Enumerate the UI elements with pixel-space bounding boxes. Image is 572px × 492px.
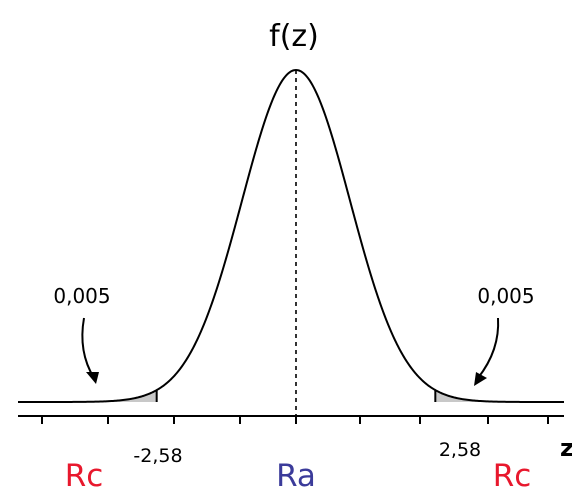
- right-tail-shaded-area: [435, 389, 564, 402]
- region-label-acceptance: Ra: [276, 458, 316, 492]
- tail-area-arrow-right: [477, 317, 500, 379]
- density-curve: [18, 68, 564, 403]
- tail-area-arrow-left: [81, 317, 95, 379]
- region-label-critical-right: Rc: [493, 458, 532, 492]
- critical-value-label-right: 2,58: [439, 439, 481, 461]
- critical-value-label-left: -2,58: [133, 445, 182, 467]
- tail-area-label-right: 0,005: [477, 284, 534, 308]
- x-axis-ticks: [41, 416, 549, 424]
- arrow-head-left: [86, 372, 99, 384]
- tail-area-label-left: 0,005: [53, 284, 110, 308]
- x-axis-label: z: [560, 434, 572, 462]
- chart-title: f(z): [269, 19, 319, 54]
- left-tail-shaded-area: [18, 389, 157, 402]
- arrow-head-right: [474, 372, 487, 386]
- region-label-critical-left: Rc: [65, 458, 104, 492]
